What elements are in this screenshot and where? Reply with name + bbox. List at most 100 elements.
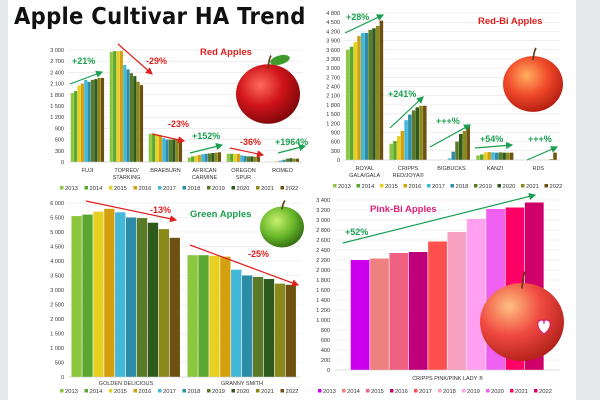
y-tick-label: 2 100 <box>326 94 340 100</box>
legend-swatch-2020 <box>231 389 235 393</box>
bar-2017 <box>123 64 127 162</box>
category-label: RED/JOYA® <box>393 172 424 179</box>
y-tick-label: 300 <box>55 149 64 155</box>
legend-swatch-2015 <box>109 389 113 393</box>
bar-2019 <box>368 29 372 160</box>
y-tick-label: 2 800 <box>316 228 330 234</box>
y-tick-label: 3 400 <box>316 198 330 204</box>
bar-2018 <box>126 217 137 377</box>
y-tick-label: 0 <box>327 368 330 374</box>
y-tick-label: 2 700 <box>326 75 340 81</box>
chart-title: Pink-Bi Apples <box>370 204 437 215</box>
bar-2022 <box>217 152 222 162</box>
bar-2021 <box>549 159 554 160</box>
bar-2015 <box>77 85 81 162</box>
legend-label-2020: 2020 <box>491 389 504 395</box>
y-tick-label: 0 <box>61 375 64 381</box>
legend-label-2017: 2017 <box>432 184 445 190</box>
y-tick-label: 4 500 <box>50 245 64 251</box>
y-tick-label: 3 000 <box>50 48 64 54</box>
bar-2020 <box>458 133 463 160</box>
legend-swatch-2014 <box>342 389 346 393</box>
y-tick-label: 300 <box>331 149 340 155</box>
legend-label-2017: 2017 <box>163 186 176 192</box>
bar-2017 <box>84 79 88 162</box>
trend-annotation: +241% <box>388 89 416 99</box>
y-tick-label: 1 500 <box>50 332 64 338</box>
legend-swatch-2013 <box>333 184 337 188</box>
y-tick-label: 2 700 <box>50 59 64 65</box>
bar-2018 <box>165 139 169 162</box>
bar-2019 <box>411 110 416 160</box>
y-tick-label: 2 400 <box>50 70 64 76</box>
legend-label-2013: 2013 <box>65 186 78 192</box>
y-tick-label: 600 <box>321 338 330 344</box>
bar-2021 <box>214 152 218 162</box>
y-tick-label: 2 500 <box>50 303 64 309</box>
bar-2019 <box>246 156 251 162</box>
y-tick-label: 4 500 <box>326 20 340 26</box>
legend-swatch-2014 <box>84 186 88 190</box>
y-tick-label: 1 400 <box>316 298 330 304</box>
bar-2015 <box>353 42 358 160</box>
legend-swatch-2022 <box>544 184 548 188</box>
legend-swatch-2020 <box>231 186 235 190</box>
legend-label-2016: 2016 <box>409 184 422 190</box>
legend-label-2015: 2015 <box>114 389 127 395</box>
apple-icon <box>503 56 563 112</box>
y-tick-label: 0 <box>337 158 340 164</box>
legend-label-2018: 2018 <box>188 389 201 395</box>
bar-2019 <box>285 158 290 162</box>
bar-2019 <box>498 152 503 160</box>
legend-label-2018: 2018 <box>443 389 456 395</box>
y-tick-label: 1 500 <box>50 104 64 110</box>
category-label: GOLDEN DELICIOUS <box>99 381 154 387</box>
bar-2019 <box>252 276 264 377</box>
y-tick-label: 3 500 <box>50 274 64 280</box>
legend-label-2019: 2019 <box>467 389 480 395</box>
legend-label-2017: 2017 <box>419 389 432 395</box>
trend-annotation: -23% <box>168 119 189 129</box>
legend-swatch-2016 <box>133 186 137 190</box>
bar-2016 <box>487 152 491 160</box>
bar-2022 <box>509 152 514 160</box>
bar-2019 <box>455 141 459 160</box>
legend-swatch-2015 <box>366 389 370 393</box>
trend-annotation: -29% <box>146 56 167 66</box>
bar-2021 <box>97 78 101 162</box>
bar-2018 <box>408 114 412 160</box>
bar-2014 <box>191 156 195 162</box>
apple-stem-icon <box>267 55 272 69</box>
y-tick-label: 2 000 <box>50 317 64 323</box>
y-tick-label: 900 <box>331 130 340 136</box>
bar-2015 <box>194 155 198 162</box>
legend-label-2022: 2022 <box>550 184 563 190</box>
legend-label-2020: 2020 <box>237 186 250 192</box>
legend-swatch-2018 <box>450 184 454 188</box>
bar-2016 <box>80 83 84 162</box>
apple-stem-icon <box>281 200 286 210</box>
category-label: SPUR <box>236 175 251 181</box>
bar-2014 <box>82 214 93 377</box>
bar-2014 <box>198 255 209 377</box>
legend-label-2015: 2015 <box>114 186 127 192</box>
trend-annotation: -25% <box>248 249 269 259</box>
bar-2020 <box>133 76 137 162</box>
legend-swatch-2013 <box>60 186 64 190</box>
legend-label-2013: 2013 <box>323 389 336 395</box>
bar-2019 <box>168 139 173 162</box>
bar-2020 <box>289 158 293 162</box>
legend-swatch-2017 <box>427 184 431 188</box>
category-label: GRANNY SMITH <box>221 381 263 387</box>
legend-swatch-2021 <box>510 389 514 393</box>
y-tick-label: 1 200 <box>316 308 330 314</box>
trend-annotation: +21% <box>72 56 95 66</box>
bar-2022 <box>139 85 144 162</box>
y-tick-label: 2 400 <box>326 85 340 91</box>
y-tick-label: 2 000 <box>316 268 330 274</box>
bar-2019 <box>466 219 486 370</box>
bar-2022 <box>379 20 384 160</box>
y-tick-label: 4 200 <box>326 29 340 35</box>
y-tick-label: 1 000 <box>316 318 330 324</box>
legend-label-2022: 2022 <box>286 186 299 192</box>
